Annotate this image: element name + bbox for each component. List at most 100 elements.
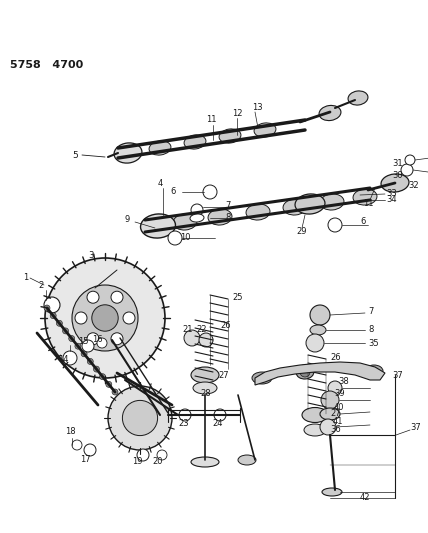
- Circle shape: [137, 449, 149, 461]
- Text: 11: 11: [363, 199, 374, 208]
- Text: 7: 7: [368, 308, 373, 317]
- Text: 16: 16: [92, 335, 103, 343]
- Ellipse shape: [296, 365, 314, 379]
- Ellipse shape: [320, 408, 340, 420]
- Text: 37: 37: [392, 370, 403, 379]
- Text: 31: 31: [392, 159, 403, 168]
- Text: 27: 27: [218, 370, 229, 379]
- Ellipse shape: [254, 123, 276, 137]
- Text: 5758   4700: 5758 4700: [10, 60, 83, 70]
- Circle shape: [69, 336, 75, 342]
- Text: 8: 8: [225, 214, 230, 222]
- Text: 9: 9: [125, 215, 130, 224]
- Ellipse shape: [149, 141, 171, 155]
- Circle shape: [310, 305, 330, 325]
- Ellipse shape: [310, 325, 326, 335]
- Circle shape: [191, 204, 203, 216]
- Text: 3: 3: [88, 251, 93, 260]
- Text: 40: 40: [334, 403, 345, 413]
- Circle shape: [203, 185, 217, 199]
- Circle shape: [328, 381, 342, 395]
- Text: 30: 30: [392, 171, 403, 180]
- Circle shape: [50, 313, 56, 319]
- Circle shape: [111, 333, 123, 345]
- Ellipse shape: [114, 143, 142, 163]
- Circle shape: [93, 366, 99, 372]
- Text: 32: 32: [408, 181, 419, 190]
- Ellipse shape: [246, 204, 270, 220]
- Ellipse shape: [319, 106, 341, 120]
- Text: 41: 41: [333, 416, 344, 425]
- Circle shape: [106, 382, 112, 387]
- Circle shape: [122, 400, 158, 435]
- Circle shape: [199, 333, 213, 347]
- Text: 38: 38: [338, 377, 349, 386]
- Ellipse shape: [283, 199, 307, 215]
- Text: 39: 39: [334, 390, 345, 399]
- Circle shape: [84, 444, 96, 456]
- Circle shape: [87, 359, 93, 365]
- Circle shape: [123, 312, 135, 324]
- Text: 34: 34: [386, 196, 397, 205]
- Text: 4: 4: [158, 179, 163, 188]
- Circle shape: [62, 328, 68, 334]
- Ellipse shape: [140, 214, 175, 238]
- Circle shape: [72, 285, 138, 351]
- Ellipse shape: [191, 367, 219, 383]
- Ellipse shape: [304, 424, 326, 436]
- Ellipse shape: [295, 194, 325, 214]
- Ellipse shape: [381, 174, 409, 192]
- Text: 26: 26: [330, 353, 341, 362]
- Circle shape: [179, 409, 191, 421]
- Circle shape: [63, 351, 77, 365]
- Ellipse shape: [252, 372, 272, 384]
- Text: 17: 17: [80, 456, 91, 464]
- Circle shape: [306, 334, 324, 352]
- Text: 1: 1: [23, 273, 28, 282]
- Circle shape: [92, 305, 118, 331]
- Ellipse shape: [208, 209, 232, 225]
- Ellipse shape: [353, 189, 377, 205]
- Circle shape: [72, 440, 82, 450]
- Circle shape: [82, 340, 94, 352]
- Text: 10: 10: [180, 233, 190, 243]
- Circle shape: [184, 330, 200, 346]
- Circle shape: [321, 391, 339, 409]
- Circle shape: [214, 409, 226, 421]
- Circle shape: [328, 218, 342, 232]
- Ellipse shape: [193, 382, 217, 394]
- Circle shape: [108, 386, 172, 450]
- Text: 33: 33: [386, 189, 397, 198]
- Text: 18: 18: [65, 427, 76, 437]
- Text: 26: 26: [220, 320, 231, 329]
- Circle shape: [45, 258, 165, 378]
- Ellipse shape: [322, 488, 342, 496]
- Ellipse shape: [184, 135, 206, 149]
- Ellipse shape: [348, 91, 368, 105]
- Circle shape: [75, 343, 81, 349]
- Text: 6: 6: [170, 188, 175, 197]
- Text: 24: 24: [212, 419, 223, 429]
- Text: 20: 20: [152, 457, 163, 466]
- Circle shape: [56, 320, 62, 326]
- Circle shape: [44, 297, 60, 313]
- Circle shape: [100, 374, 106, 379]
- Text: 21: 21: [182, 326, 193, 335]
- Circle shape: [320, 419, 336, 435]
- Text: 14: 14: [58, 356, 68, 365]
- Text: 15: 15: [78, 337, 89, 346]
- Text: 2: 2: [38, 280, 43, 289]
- Circle shape: [405, 155, 415, 165]
- Polygon shape: [255, 362, 385, 385]
- Text: 37: 37: [410, 424, 421, 432]
- Circle shape: [111, 291, 123, 303]
- Ellipse shape: [320, 194, 344, 210]
- Text: 27: 27: [330, 408, 341, 417]
- Ellipse shape: [238, 455, 256, 465]
- Text: 22: 22: [196, 326, 206, 335]
- Text: 5: 5: [72, 150, 78, 159]
- Circle shape: [112, 389, 118, 395]
- Text: 28: 28: [200, 390, 211, 399]
- Text: 8: 8: [368, 326, 373, 335]
- Ellipse shape: [173, 214, 197, 230]
